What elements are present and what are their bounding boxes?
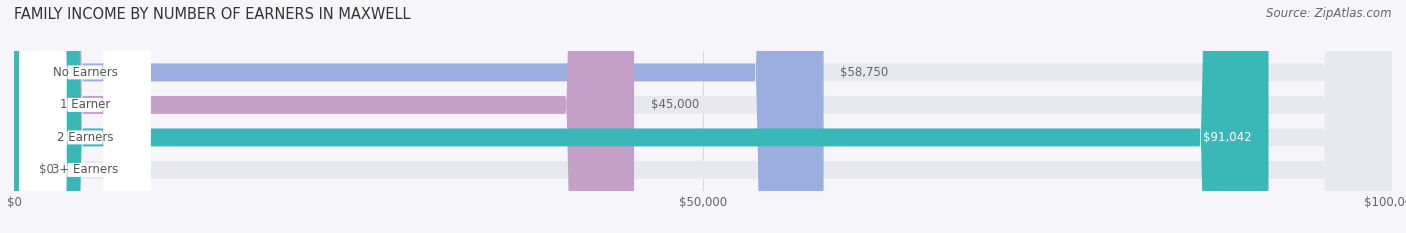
FancyBboxPatch shape (14, 0, 1392, 233)
FancyBboxPatch shape (20, 0, 150, 233)
Text: $45,000: $45,000 (651, 98, 699, 111)
FancyBboxPatch shape (14, 0, 1392, 233)
Text: 2 Earners: 2 Earners (56, 131, 114, 144)
FancyBboxPatch shape (14, 0, 634, 233)
FancyBboxPatch shape (20, 0, 150, 233)
FancyBboxPatch shape (14, 0, 1392, 233)
Text: Source: ZipAtlas.com: Source: ZipAtlas.com (1267, 7, 1392, 20)
FancyBboxPatch shape (14, 0, 1392, 233)
Text: 1 Earner: 1 Earner (60, 98, 110, 111)
FancyBboxPatch shape (20, 0, 150, 233)
Text: $91,042: $91,042 (1204, 131, 1251, 144)
Text: No Earners: No Earners (52, 66, 118, 79)
Text: $58,750: $58,750 (841, 66, 889, 79)
Text: 3+ Earners: 3+ Earners (52, 163, 118, 176)
Text: $0: $0 (39, 163, 53, 176)
FancyBboxPatch shape (20, 0, 150, 233)
FancyBboxPatch shape (14, 0, 824, 233)
Text: FAMILY INCOME BY NUMBER OF EARNERS IN MAXWELL: FAMILY INCOME BY NUMBER OF EARNERS IN MA… (14, 7, 411, 22)
FancyBboxPatch shape (14, 0, 1268, 233)
